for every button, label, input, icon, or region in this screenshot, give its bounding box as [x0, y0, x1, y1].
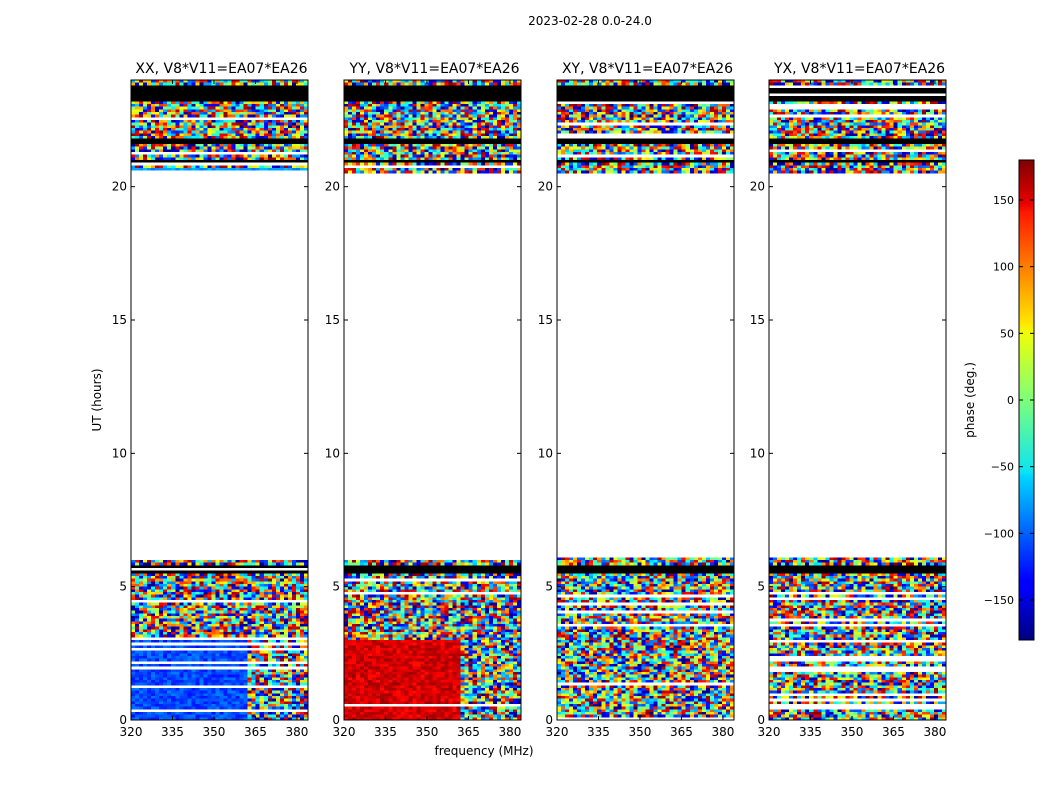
- panel-2: YY, V8*V11=EA07*EA26 0 5 10 15 20 320 335 350 365…: [325, 61, 522, 739]
- x-tick-label: 335: [587, 725, 610, 739]
- x-tick-label: 365: [244, 725, 267, 739]
- panel-title: XY, V8*V11=EA07*EA26: [562, 61, 733, 77]
- heatmap-image: [769, 80, 946, 720]
- panel-title: XX, V8*V11=EA07*EA26: [135, 61, 307, 77]
- y-tick-label: 0: [545, 713, 553, 727]
- x-axis-label: frequency (MHz): [434, 744, 533, 758]
- x-tick-label: 320: [333, 725, 356, 739]
- y-tick-label: 15: [325, 313, 340, 327]
- y-tick-label: 5: [545, 580, 553, 594]
- panel-frame: [768, 79, 947, 721]
- y-tick-label: 0: [332, 713, 340, 727]
- x-tick-label: 380: [923, 725, 946, 739]
- colorbar-tick-label: −50: [991, 461, 1014, 474]
- y-tick-label: 5: [332, 580, 340, 594]
- y-tick-label: 5: [119, 580, 127, 594]
- y-tick-label: 0: [119, 713, 127, 727]
- x-tick-label: 365: [457, 725, 480, 739]
- figure-title: 2023-02-28 0.0-24.0: [528, 14, 652, 28]
- x-tick-label: 365: [882, 725, 905, 739]
- colorbar-tick-label: −100: [984, 527, 1014, 540]
- x-tick-label: 350: [629, 725, 652, 739]
- x-tick-label: 365: [670, 725, 693, 739]
- y-tick-label: 10: [538, 446, 553, 460]
- x-tick-label: 350: [841, 725, 864, 739]
- y-tick-label: 10: [750, 446, 765, 460]
- x-tick-label: 335: [374, 725, 397, 739]
- y-tick-label: 20: [750, 180, 765, 194]
- y-tick-label: 20: [112, 180, 127, 194]
- colorbar-label: phase (deg.): [963, 362, 977, 438]
- panel-3: XY, V8*V11=EA07*EA26 0 5 10 15 20 320 335 350 365…: [538, 61, 735, 739]
- y-tick-label: 10: [325, 446, 340, 460]
- x-tick-label: 320: [546, 725, 569, 739]
- x-tick-label: 320: [120, 725, 143, 739]
- panel-title: YY, V8*V11=EA07*EA26: [348, 61, 519, 77]
- colorbar-tick-label: −150: [984, 594, 1014, 607]
- x-tick-label: 380: [498, 725, 521, 739]
- colorbar: −150 −100 −50 0 50 100 150: [984, 159, 1035, 641]
- colorbar-tick-label: 0: [1007, 394, 1014, 407]
- colorbar-tick-label: 50: [1000, 327, 1014, 340]
- y-axis-label: UT (hours): [90, 368, 104, 431]
- panel-title: YX, V8*V11=EA07*EA26: [773, 61, 945, 77]
- x-tick-label: 380: [285, 725, 308, 739]
- y-tick-label: 20: [325, 180, 340, 194]
- panel-frame: [343, 79, 522, 721]
- x-tick-label: 335: [799, 725, 822, 739]
- x-tick-label: 320: [758, 725, 781, 739]
- heatmap-image: [344, 80, 521, 720]
- y-tick-label: 15: [538, 313, 553, 327]
- x-tick-label: 350: [416, 725, 439, 739]
- y-tick-label: 20: [538, 180, 553, 194]
- y-tick-label: 15: [112, 313, 127, 327]
- colorbar-tick-label: 100: [993, 261, 1014, 274]
- x-tick-label: 335: [161, 725, 184, 739]
- y-tick-label: 0: [757, 713, 765, 727]
- heatmap-image: [131, 80, 308, 720]
- panel-frame: [556, 79, 735, 721]
- panel-1: XX, V8*V11=EA07*EA26 0 5 10 15 20 320 335 350 365…: [112, 61, 309, 739]
- x-tick-label: 350: [203, 725, 226, 739]
- panel-4: YX, V8*V11=EA07*EA26 0 5 10 15 20 320 335 350 365…: [750, 61, 947, 739]
- colorbar-gradient: [1019, 160, 1034, 640]
- panel-frame: [130, 79, 309, 721]
- y-tick-label: 10: [112, 446, 127, 460]
- heatmap-image: [557, 80, 734, 720]
- x-tick-label: 380: [711, 725, 734, 739]
- y-tick-label: 15: [750, 313, 765, 327]
- colorbar-tick-label: 150: [993, 194, 1014, 207]
- y-tick-label: 5: [757, 580, 765, 594]
